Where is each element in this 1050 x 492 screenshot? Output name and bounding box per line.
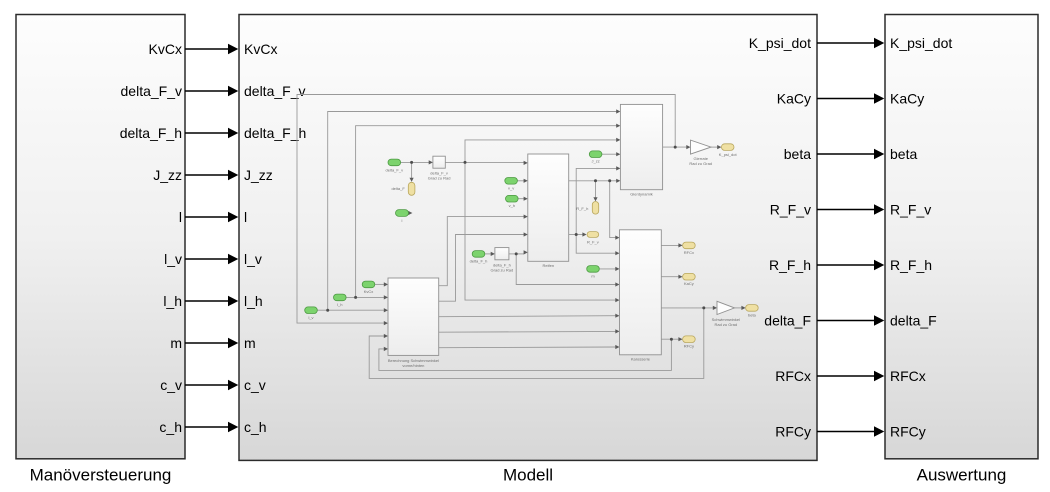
svg-text:m: m xyxy=(170,335,182,351)
svg-text:delta_F: delta_F xyxy=(764,313,811,329)
svg-text:delta_F_v: delta_F_v xyxy=(430,171,448,176)
svg-text:delta_F: delta_F xyxy=(391,186,405,191)
svg-text:c_v: c_v xyxy=(244,377,266,393)
svg-text:R_F_h: R_F_h xyxy=(890,257,932,273)
svg-text:delta_F_h: delta_F_h xyxy=(120,125,182,141)
svg-text:m: m xyxy=(591,273,595,278)
svg-text:K_psi_dot: K_psi_dot xyxy=(890,35,952,51)
svg-text:KvCx: KvCx xyxy=(244,41,277,57)
svg-text:delta_F_h: delta_F_h xyxy=(470,259,488,264)
svg-text:Gierdynamik: Gierdynamik xyxy=(630,191,652,196)
svg-text:Rad zu Grad: Rad zu Grad xyxy=(714,322,737,327)
svg-text:Grad zu Rad: Grad zu Rad xyxy=(428,176,451,181)
svg-text:Karosserie: Karosserie xyxy=(631,356,651,361)
svg-text:Manöversteuerung: Manöversteuerung xyxy=(30,466,172,485)
svg-text:Schwimmwinkel: Schwimmwinkel xyxy=(712,317,741,322)
svg-text:Modell: Modell xyxy=(503,466,553,485)
svg-text:Gierrate: Gierrate xyxy=(693,156,708,161)
svg-text:RFCy: RFCy xyxy=(890,424,926,440)
svg-text:KvCx: KvCx xyxy=(149,41,182,57)
svg-text:J_zz: J_zz xyxy=(244,167,273,183)
svg-text:RFCx: RFCx xyxy=(890,368,926,384)
svg-text:KaCy: KaCy xyxy=(890,91,924,107)
svg-text:Berechnung Schwimmwinkel: Berechnung Schwimmwinkel xyxy=(388,358,439,363)
svg-text:KaCy: KaCy xyxy=(777,91,811,107)
svg-text:l_v: l_v xyxy=(244,251,262,267)
svg-text:l_h: l_h xyxy=(163,293,182,309)
svg-text:delta_F_h: delta_F_h xyxy=(493,262,511,267)
svg-text:beta: beta xyxy=(784,146,811,162)
svg-text:delta_F_v: delta_F_v xyxy=(121,83,182,99)
svg-text:RFCy: RFCy xyxy=(684,344,694,349)
svg-text:K_psi_dot: K_psi_dot xyxy=(719,152,738,157)
svg-text:Auswertung: Auswertung xyxy=(917,466,1007,485)
svg-text:K_psi_dot: K_psi_dot xyxy=(749,35,811,51)
svg-text:KaCy: KaCy xyxy=(684,281,694,286)
svg-text:beta: beta xyxy=(890,146,917,162)
svg-text:R_F_v: R_F_v xyxy=(890,202,931,218)
svg-text:l_v: l_v xyxy=(164,251,182,267)
svg-text:l_v: l_v xyxy=(308,315,313,320)
svg-text:v_v: v_v xyxy=(508,185,514,190)
svg-text:KvCx: KvCx xyxy=(364,289,374,294)
svg-text:R_F_v: R_F_v xyxy=(587,240,599,245)
svg-text:Grad zu Rad: Grad zu Rad xyxy=(491,267,514,272)
svg-text:c_v: c_v xyxy=(160,377,182,393)
svg-text:RFCx: RFCx xyxy=(775,368,811,384)
svg-text:delta_F_v: delta_F_v xyxy=(244,83,305,99)
svg-text:delta_F_v: delta_F_v xyxy=(386,168,404,173)
svg-text:R_F_h: R_F_h xyxy=(576,206,588,211)
svg-text:v_h: v_h xyxy=(509,203,515,208)
svg-text:delta_F: delta_F xyxy=(890,313,937,329)
svg-text:J_zz: J_zz xyxy=(591,159,599,164)
svg-text:RFCx: RFCx xyxy=(684,250,694,255)
svg-text:l: l xyxy=(179,209,182,225)
svg-text:R_F_v: R_F_v xyxy=(770,202,811,218)
svg-text:c_h: c_h xyxy=(244,419,267,435)
svg-text:beta: beta xyxy=(748,313,757,318)
svg-text:m: m xyxy=(244,335,256,351)
svg-text:l_h: l_h xyxy=(337,302,342,307)
svg-text:l_h: l_h xyxy=(244,293,263,309)
svg-text:RFCy: RFCy xyxy=(775,424,811,440)
svg-text:delta_F_h: delta_F_h xyxy=(244,125,306,141)
svg-text:c_h: c_h xyxy=(159,419,182,435)
svg-text:l: l xyxy=(244,209,247,225)
svg-text:J_zz: J_zz xyxy=(153,167,182,183)
svg-text:vorne/hinten: vorne/hinten xyxy=(402,363,424,368)
svg-text:R_F_h: R_F_h xyxy=(769,257,811,273)
svg-text:Rad zu Grad: Rad zu Grad xyxy=(689,161,712,166)
svg-text:l: l xyxy=(402,218,403,223)
svg-text:Reifen: Reifen xyxy=(543,263,555,268)
